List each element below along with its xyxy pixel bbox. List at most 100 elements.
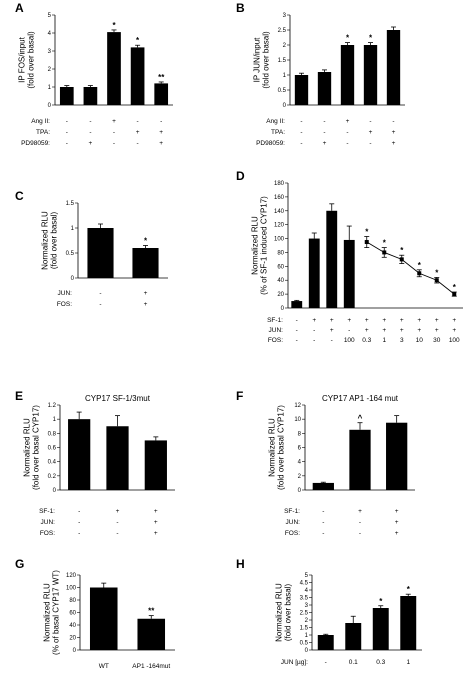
bar [400, 596, 417, 650]
bar [137, 618, 166, 650]
condition-value: + [159, 129, 163, 136]
bar [291, 301, 303, 308]
y-tick-label: 3 [283, 13, 287, 19]
y-tick-label: 60 [69, 611, 76, 617]
bar [144, 440, 167, 490]
bar [59, 87, 74, 105]
y-tick-label: 60 [277, 264, 284, 270]
bar [340, 45, 355, 105]
condition-value: + [330, 317, 334, 324]
bar [68, 419, 91, 490]
panel-c: C 0 0.5 1 1.5 Normalized RLU(fold over basal)… [15, 189, 168, 308]
bar [343, 239, 355, 308]
y-axis-label: Normalized RLU(fold over basal) [41, 211, 59, 270]
condition-value: - [78, 519, 80, 526]
condition-value: - [116, 519, 118, 526]
significance-marker: * [112, 21, 116, 30]
y-tick-label: 180 [274, 181, 285, 187]
data-point [382, 250, 387, 255]
condition-value: - [296, 317, 298, 324]
chart-title: CYP17 AP1 -164 mut [322, 394, 399, 403]
y-tick-label: 2.5 [278, 28, 287, 34]
bar [308, 238, 320, 308]
data-point [417, 271, 422, 276]
condition-value: + [323, 140, 327, 147]
condition-value: + [400, 327, 404, 334]
y-tick-label: 1 [71, 226, 75, 232]
condition-value: + [347, 317, 351, 324]
condition-value: - [89, 118, 91, 125]
condition-value: - [137, 140, 139, 147]
condition-value: - [300, 118, 302, 125]
condition-label: JUN: [58, 290, 73, 297]
condition-label: JUN: [286, 519, 301, 526]
bar [107, 32, 121, 105]
bar [89, 587, 118, 650]
panel-f: F CYP17 AP1 -164 mut 0 2 4 6 8 10 12 Normalized R… [236, 389, 415, 537]
y-tick-label: 40 [277, 278, 284, 284]
bar [154, 83, 169, 105]
condition-value: 100 [344, 337, 355, 344]
y-tick-label: 0 [305, 648, 309, 654]
significance-marker: * [346, 34, 350, 43]
condition-label: FOS: [268, 337, 283, 344]
y-tick-label: 1.2 [48, 403, 57, 409]
y-tick-label: 120 [274, 223, 285, 229]
condition-value: - [99, 301, 101, 308]
bar [294, 75, 309, 105]
y-tick-label: 1.5 [278, 58, 287, 64]
bar [345, 623, 362, 650]
condition-value: 1 [382, 337, 386, 344]
y-tick-label: 3 [305, 603, 309, 609]
chart-title: CYP17 SF-1/3mut [85, 394, 151, 403]
condition-value: + [154, 530, 158, 537]
condition-label: SF-1: [284, 508, 300, 515]
y-axis-label: Normalized RLU(fold over basal CYP17) [23, 405, 41, 490]
bar [326, 210, 338, 308]
panel-label: H [236, 557, 245, 571]
condition-value: - [392, 118, 394, 125]
significance-marker: * [407, 585, 411, 594]
condition-value: + [154, 508, 158, 515]
data-point [399, 257, 404, 262]
condition-value: + [112, 118, 116, 125]
y-tick-label: 100 [66, 586, 77, 592]
y-tick-label: 0 [48, 103, 52, 109]
condition-label: TPA: [36, 129, 50, 136]
y-tick-label: 0.6 [48, 446, 57, 452]
y-tick-label: 120 [66, 573, 77, 579]
condition-value: + [452, 327, 456, 334]
condition-label: FOS: [285, 530, 300, 537]
condition-value: - [323, 129, 325, 136]
condition-value: - [113, 140, 115, 147]
y-tick-label: 5 [305, 573, 309, 579]
category-label: AP1 -164mut [132, 663, 170, 670]
y-tick-label: 1.5 [66, 201, 75, 207]
condition-value: + [358, 508, 362, 515]
y-tick-label: 4.5 [300, 581, 309, 587]
significance-marker: ^ [358, 414, 363, 423]
y-axis-label: Normalized RLU(fold over basal) [275, 583, 293, 642]
condition-value: - [160, 118, 162, 125]
y-tick-label: 2.5 [300, 611, 309, 617]
condition-value: - [359, 530, 361, 537]
y-tick-label: 2 [305, 618, 309, 624]
condition-value: + [395, 508, 399, 515]
bar [363, 45, 378, 105]
y-tick-label: 0.4 [48, 460, 57, 466]
panel-label: F [236, 389, 243, 403]
bar [130, 47, 145, 105]
condition-value: + [144, 301, 148, 308]
significance-marker: * [144, 237, 148, 246]
panel-d: D 0 20 40 60 80 100 120 140 160 180 Normalized RLU(… [236, 169, 463, 344]
x-axis-label: JUN [µg]: [281, 659, 308, 666]
condition-value: 30 [433, 337, 441, 344]
condition-value: - [137, 118, 139, 125]
condition-label: JUN: [41, 519, 56, 526]
y-tick-label: 1 [305, 633, 309, 639]
condition-value: - [359, 519, 361, 526]
condition-value: + [159, 140, 163, 147]
condition-value: - [369, 140, 371, 147]
condition-value: - [313, 337, 315, 344]
